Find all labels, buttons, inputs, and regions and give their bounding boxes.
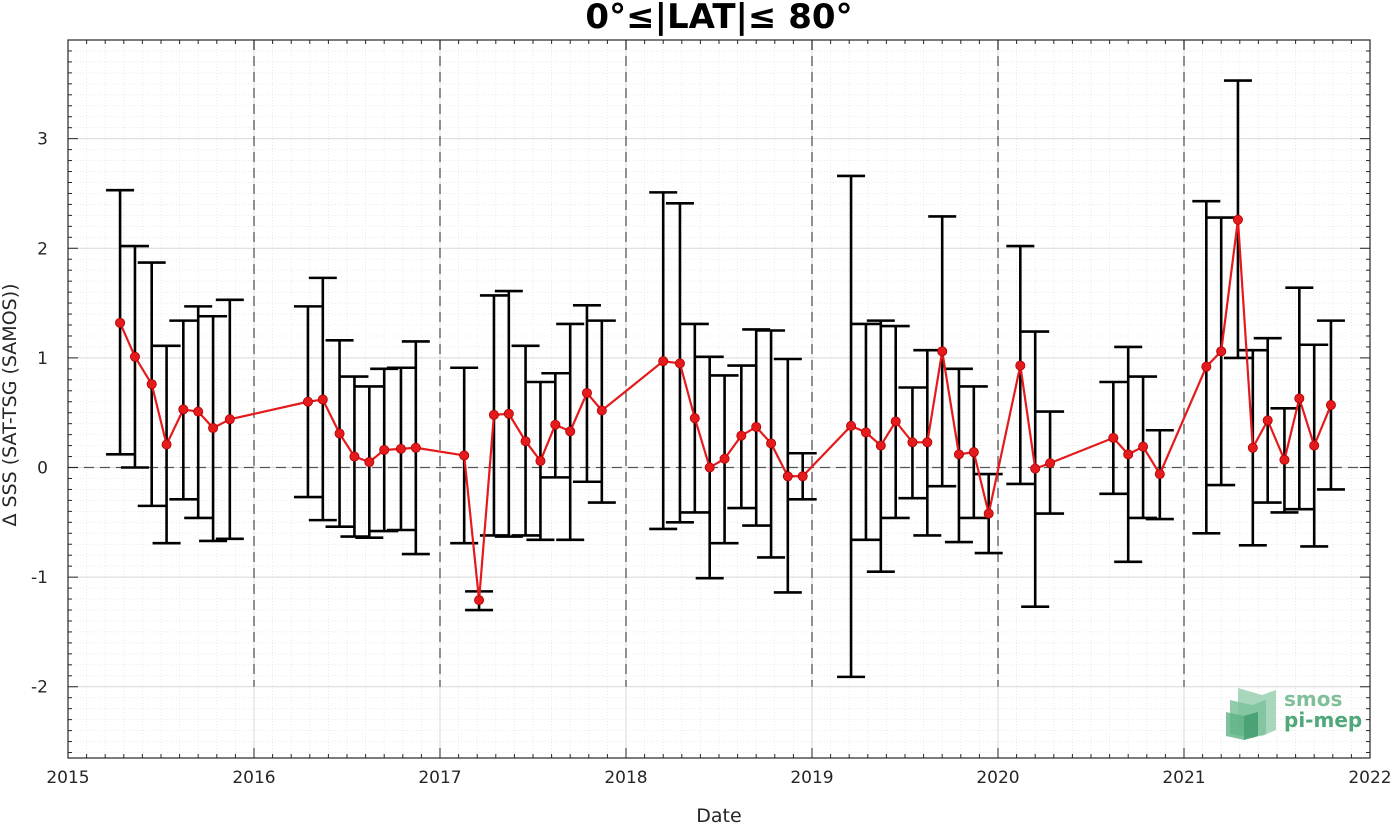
data-point <box>689 413 700 424</box>
data-point <box>953 449 964 460</box>
data-point <box>535 455 546 466</box>
data-point <box>1154 469 1165 480</box>
data-point <box>334 428 345 439</box>
x-tick-label: 2020 <box>976 768 1019 788</box>
data-point <box>581 387 592 398</box>
x-tick-labels: 2015 2016 2017 2018 2019 2020 2021 2022 <box>46 768 1391 788</box>
data-point <box>860 427 871 438</box>
x-tick-label: 2017 <box>418 768 461 788</box>
logo-line2: pi-mep <box>1284 708 1362 732</box>
data-point <box>193 406 204 417</box>
data-point <box>766 438 777 449</box>
logo-mark-icon <box>1226 688 1276 740</box>
data-point <box>364 457 375 468</box>
y-tick-label: -1 <box>31 568 48 588</box>
data-point <box>890 416 901 427</box>
y-axis-label: Δ SSS (SAT-TSG (SAMOS)) <box>0 283 21 526</box>
data-point <box>1294 393 1305 404</box>
data-point <box>1216 346 1227 357</box>
data-point <box>550 419 561 430</box>
grid <box>67 39 1371 758</box>
x-axis-label: Date <box>696 805 741 825</box>
x-tick-label: 2018 <box>604 768 647 788</box>
x-tick-label: 2015 <box>46 768 89 788</box>
data-point <box>129 351 140 362</box>
data-point <box>1325 400 1336 411</box>
data-point <box>846 420 857 431</box>
data-point <box>146 379 157 390</box>
data-point <box>1030 463 1041 474</box>
data-point <box>907 437 918 448</box>
x-tick-label: 2019 <box>790 768 833 788</box>
data-point <box>1262 415 1273 426</box>
data-point <box>410 442 421 453</box>
y-tick-label: 3 <box>37 130 48 150</box>
data-point <box>751 421 762 432</box>
y-tick-labels: -2 -1 0 1 2 3 <box>31 130 48 698</box>
data-point <box>983 508 994 519</box>
data-point <box>1232 214 1243 225</box>
data-point <box>379 444 390 455</box>
data-point <box>1201 361 1212 372</box>
data-point <box>782 471 793 482</box>
data-point <box>596 405 607 416</box>
logo-line1: smos <box>1284 687 1342 711</box>
y-tick-label: 1 <box>37 349 48 369</box>
y-tick-label: 0 <box>37 459 48 479</box>
axis-ticks <box>67 39 1371 758</box>
data-point <box>1045 458 1056 469</box>
data-point <box>736 430 747 441</box>
data-point <box>658 356 669 367</box>
data-point <box>474 595 485 606</box>
data-point <box>459 450 470 461</box>
data-point <box>719 453 730 464</box>
data-point <box>520 436 531 447</box>
data-point <box>704 462 715 473</box>
data-point <box>395 443 406 454</box>
x-tick-label: 2021 <box>1162 768 1205 788</box>
data-point <box>674 358 685 369</box>
data-point <box>224 414 235 425</box>
y-tick-label: 2 <box>37 239 48 259</box>
data-point <box>115 317 126 328</box>
data-points <box>115 214 1336 606</box>
x-tick-label: 2022 <box>1348 768 1391 788</box>
data-point <box>178 404 189 415</box>
chart-title: 0°≤|LAT|≤ 80° <box>585 0 852 37</box>
data-point <box>565 426 576 437</box>
x-tick-label: 2016 <box>232 768 275 788</box>
smos-pi-mep-logo: smos pi-mep <box>1226 687 1362 740</box>
data-point <box>922 437 933 448</box>
data-point <box>161 439 172 450</box>
data-point <box>875 440 886 451</box>
y-tick-label: -2 <box>31 678 48 698</box>
data-point <box>968 447 979 458</box>
data-point <box>1015 360 1026 371</box>
data-point <box>937 346 948 357</box>
data-point <box>302 396 313 407</box>
data-point <box>317 394 328 405</box>
data-point <box>1123 449 1134 460</box>
data-point <box>1279 454 1290 465</box>
data-point <box>1247 442 1258 453</box>
data-point <box>1138 441 1149 452</box>
data-point <box>503 408 514 419</box>
data-point <box>1108 432 1119 443</box>
data-point <box>1309 440 1320 451</box>
data-point <box>349 451 360 462</box>
data-point <box>797 471 808 482</box>
year-separators <box>253 40 1185 687</box>
data-point <box>488 409 499 420</box>
data-point <box>208 423 219 434</box>
